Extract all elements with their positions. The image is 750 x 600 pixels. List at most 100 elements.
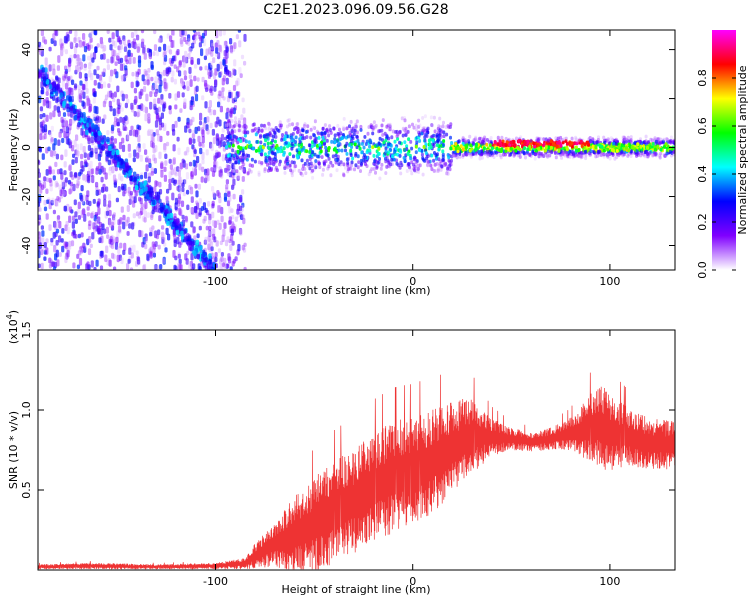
spectrogram-cell [630, 145, 634, 150]
spectrogram-cell [89, 44, 93, 49]
spectrogram-cell [471, 140, 475, 145]
spectrogram-cell [153, 98, 157, 107]
spectrogram-cell [186, 204, 190, 211]
spectrogram-cell [646, 151, 649, 155]
spectrogram-cell [313, 126, 317, 130]
spectrogram-cell [301, 173, 305, 178]
spectrogram-cell [137, 43, 141, 51]
spectrogram-cell [485, 138, 489, 142]
spectrogram-cell [185, 149, 189, 156]
spectrogram-cell [68, 243, 72, 250]
spectrogram-cell [257, 148, 261, 153]
spectrogram-cell [217, 52, 221, 60]
spectrogram-cell [620, 150, 624, 155]
spectrogram-cell [570, 141, 574, 146]
spectrogram-cell [146, 212, 150, 218]
spectrogram-cell [52, 33, 56, 41]
spectrogram-cell [220, 256, 224, 262]
spectrogram-cell [95, 181, 99, 188]
spectrogram-cell [326, 129, 330, 134]
spectrogram-cell [321, 167, 325, 172]
spectrogram-cell [44, 57, 48, 66]
spectrogram-cell [144, 186, 148, 192]
spectrogram-cell [409, 140, 413, 144]
spectrogram-cell [222, 59, 226, 66]
spectrogram-cell [103, 98, 108, 104]
spectrogram-cell [108, 238, 112, 245]
spectrogram-cell [93, 266, 97, 270]
spectrogram-cell [602, 148, 606, 153]
spectrogram-cell [164, 153, 168, 160]
spectrogram-cell [486, 151, 490, 156]
spectrogram-cell [615, 155, 619, 160]
spectrogram-cell [246, 171, 250, 176]
snr-line [38, 372, 675, 570]
spectrogram-cell [403, 128, 407, 133]
spectrogram-cell [184, 179, 188, 185]
spectrogram-cell [372, 153, 376, 158]
spectrogram-cell [350, 145, 354, 149]
spectrogram-cell [153, 44, 158, 51]
spectrogram-cell [616, 139, 619, 144]
spectrogram-cell [533, 152, 537, 157]
spectrogram-cell [365, 150, 369, 155]
spectrogram-cell [112, 212, 116, 217]
spectrogram-cell [154, 76, 158, 83]
spectrogram-cell [297, 168, 301, 173]
spectrogram-cell [267, 146, 271, 151]
spectrogram-cell [88, 167, 92, 175]
spectrogram-cell [241, 97, 245, 103]
spectrogram-cell [509, 152, 513, 157]
spectrogram-cell [414, 156, 417, 161]
spectrogram-cell [178, 207, 182, 216]
spectrogram-cell [48, 177, 52, 183]
spectrogram-cell [439, 167, 443, 172]
spectrogram-cell [254, 132, 258, 137]
spectrogram-cell [367, 125, 371, 129]
spectrogram-cell [294, 126, 298, 130]
spectrogram-cell [76, 54, 80, 62]
spectrogram-cell [132, 157, 136, 163]
spectrogram-cell [122, 221, 126, 230]
spectrogram-cell [433, 162, 437, 167]
spectrogram-cell [155, 50, 160, 57]
spectrogram-cell [226, 263, 230, 268]
spectrogram-cell [68, 30, 73, 34]
spectrogram-cell [160, 94, 164, 100]
spectrogram-cell [400, 163, 404, 168]
spectrogram-cell [140, 103, 144, 111]
spectrogram-cell [275, 143, 279, 148]
spectrogram-cell [209, 241, 214, 247]
spectrogram-cell [175, 229, 180, 236]
spectrogram-cell [311, 125, 315, 130]
spectrogram-cell [38, 221, 41, 226]
spectrogram-cell [107, 159, 111, 166]
spectrogram-cell [142, 105, 146, 113]
spectrogram-cell [205, 124, 209, 131]
spectrogram-cell [302, 124, 306, 128]
spectrogram-cell [117, 45, 121, 51]
spectrogram-cell [562, 150, 566, 154]
spectrogram-cell [63, 170, 67, 176]
spectrogram-cell [204, 172, 208, 181]
spectrogram-cell [201, 158, 205, 165]
spectrogram-cell [97, 139, 101, 145]
spectrogram-cell [234, 95, 238, 101]
spectrogram-cell [201, 151, 205, 160]
spectrogram-cell [157, 229, 161, 236]
spectrogram-cell [389, 162, 393, 167]
spectrogram-cell [336, 131, 340, 136]
spectrogram-cell [230, 228, 234, 236]
spectrogram-cell [104, 254, 108, 263]
spectrogram-cell [85, 100, 89, 107]
spectrogram-cell [183, 151, 187, 156]
spectrogram-cell [311, 175, 315, 180]
spectrogram-cell [86, 206, 90, 211]
spectrogram-cell [297, 147, 301, 151]
spectrogram-cell [606, 147, 610, 152]
spectrogram-cell [102, 53, 106, 60]
spectrogram-cell [225, 112, 229, 120]
spectrogram-cell [186, 86, 190, 92]
spectrogram-cell [188, 138, 192, 145]
